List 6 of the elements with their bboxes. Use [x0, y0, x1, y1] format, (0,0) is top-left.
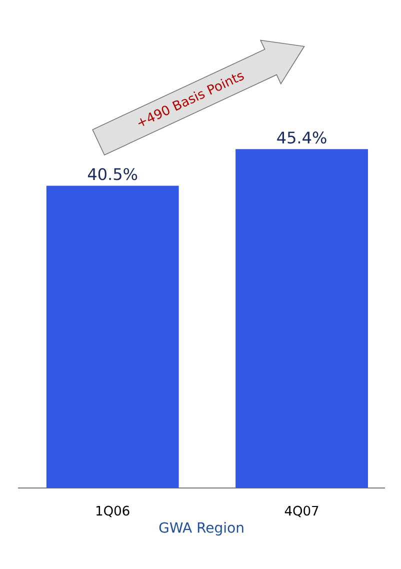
x-axis-title: GWA Region: [159, 522, 244, 536]
data-label: 40.5%: [88, 168, 138, 180]
x-tick-label: 4Q07: [284, 506, 318, 518]
data-label: 45.4%: [277, 131, 326, 144]
text: +490 Basis Points: [138, 72, 244, 126]
x-tick-label: 1Q06: [96, 506, 130, 518]
